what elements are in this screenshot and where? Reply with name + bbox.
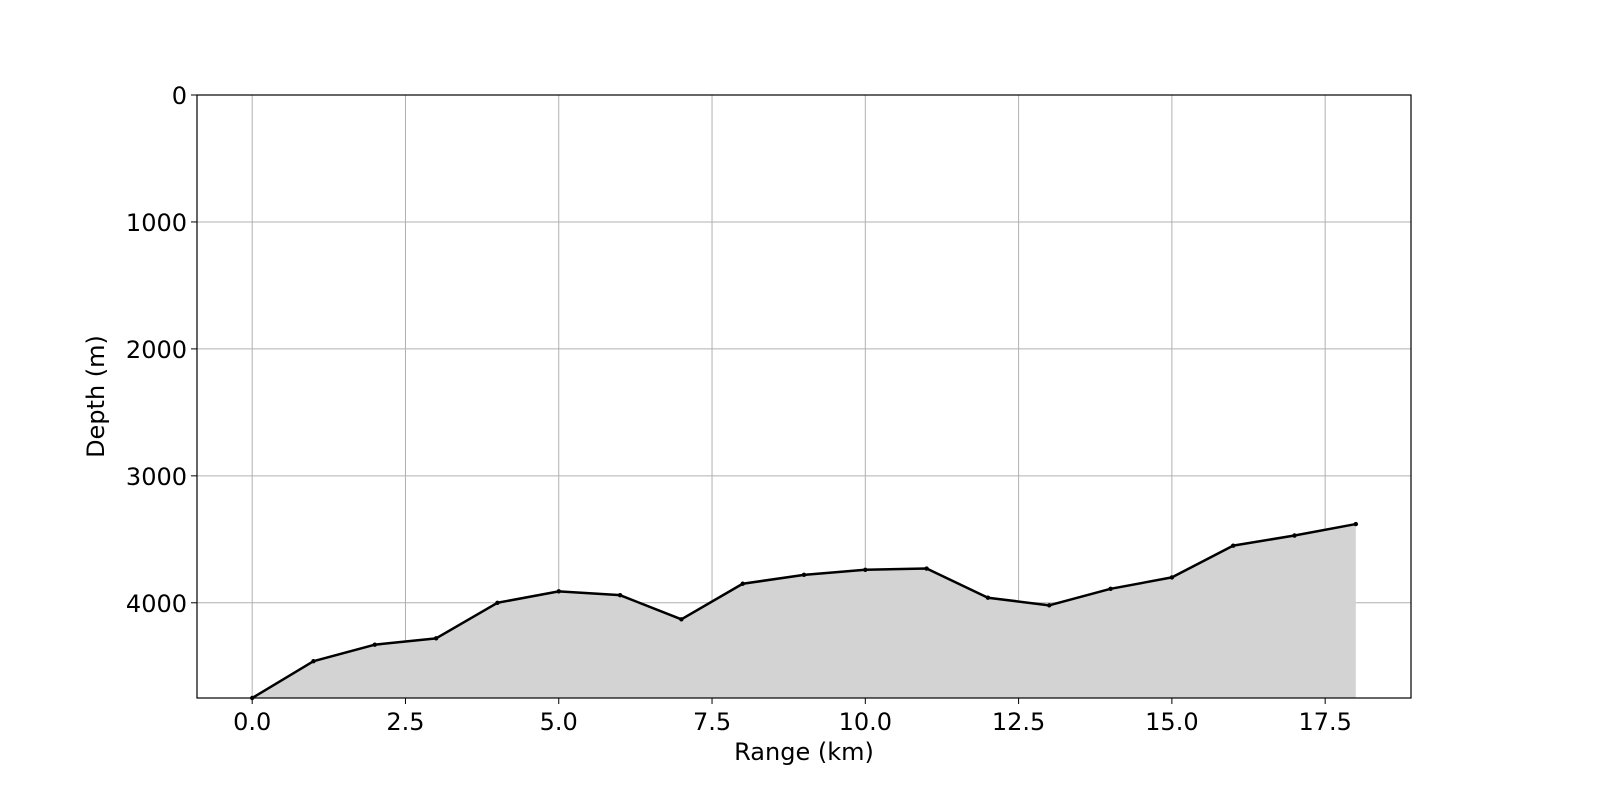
y-tick-label: 0 — [172, 82, 187, 110]
y-tick-label: 4000 — [126, 590, 187, 618]
depth-point — [1047, 603, 1052, 608]
depth-point — [1108, 586, 1113, 592]
x-tick-label: 15.0 — [1145, 708, 1198, 736]
y-axis-ticks: 0 1000 2000 3000 4000 — [126, 82, 197, 618]
depth-point — [617, 592, 623, 598]
x-axis-label: Range (km) — [734, 738, 874, 766]
depth-point — [801, 572, 807, 578]
points-layer — [249, 521, 1359, 701]
x-axis-ticks: 0.0 2.5 5.0 7.5 10.0 12.5 15.0 17.5 — [233, 698, 1352, 736]
depth-point — [679, 617, 684, 622]
depth-point — [1353, 521, 1359, 527]
depth-point — [495, 600, 500, 605]
y-tick-label: 1000 — [126, 209, 187, 237]
depth-point — [863, 567, 868, 572]
seafloor-area — [252, 524, 1356, 698]
depth-point — [556, 589, 561, 594]
x-tick-label: 17.5 — [1298, 708, 1351, 736]
plot-frame — [196, 94, 1412, 699]
area-layer — [252, 524, 1356, 698]
x-tick-label: 10.0 — [839, 708, 892, 736]
x-tick-label: 0.0 — [233, 708, 271, 736]
depth-point — [1292, 533, 1297, 538]
x-tick-label: 12.5 — [992, 708, 1045, 736]
depth-point — [311, 658, 316, 664]
depth-point — [740, 581, 745, 586]
x-tick-label: 5.0 — [540, 708, 578, 736]
depth-point — [1169, 575, 1175, 580]
depth-point — [1230, 543, 1236, 548]
depth-point — [433, 636, 439, 641]
x-tick-label: 7.5 — [693, 708, 731, 736]
depth-point — [372, 642, 378, 647]
x-tick-label: 2.5 — [386, 708, 424, 736]
depth-point — [985, 595, 991, 600]
y-tick-label: 3000 — [126, 463, 187, 491]
depth-point — [924, 566, 929, 571]
y-axis-label: Depth (m) — [82, 335, 110, 458]
y-tick-label: 2000 — [126, 336, 187, 364]
